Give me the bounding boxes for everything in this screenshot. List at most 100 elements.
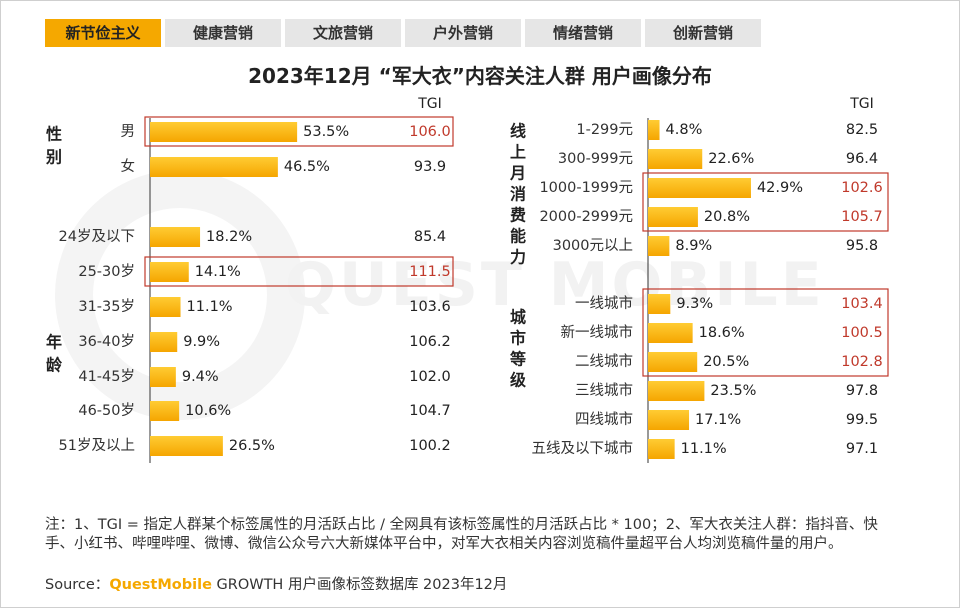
value-label: 26.5% — [229, 438, 275, 454]
tgi-value: 102.6 — [841, 180, 883, 196]
category-label: 25-30岁 — [78, 263, 135, 280]
value-label: 18.2% — [206, 229, 252, 245]
category-label: 1000-1999元 — [539, 180, 633, 196]
bar — [150, 401, 180, 421]
bar — [648, 381, 705, 401]
group-title-char: 年 — [46, 333, 62, 352]
value-label: 9.4% — [182, 369, 219, 385]
value-label: 11.1% — [187, 299, 233, 315]
group-title-char: 市 — [510, 329, 526, 348]
value-label: 17.1% — [695, 412, 741, 428]
tgi-value: 85.4 — [414, 229, 446, 245]
category-label: 3000元以上 — [553, 237, 633, 254]
category-label: 五线及以下城市 — [532, 440, 634, 457]
bar — [648, 178, 751, 198]
highlight-box — [144, 116, 454, 147]
value-label: 22.6% — [708, 151, 754, 167]
category-label: 24岁及以下 — [59, 228, 135, 245]
category-label: 四线城市 — [575, 411, 633, 428]
tgi-header: TGI — [417, 96, 442, 112]
tgi-header: TGI — [849, 96, 874, 112]
group-title-char: 级 — [510, 371, 527, 390]
value-label: 53.5% — [303, 124, 349, 140]
value-label: 14.1% — [195, 264, 241, 280]
group-title-char: 费 — [510, 206, 526, 225]
source-line: Source：QuestMobile GROWTH 用户画像标签数据库 2023… — [45, 573, 507, 594]
value-label: 20.5% — [703, 354, 749, 370]
group-title-char: 别 — [45, 148, 62, 167]
group-title-char: 龄 — [46, 356, 63, 375]
tgi-value: 106.0 — [409, 124, 451, 140]
group-title-char: 消 — [510, 185, 526, 204]
bar — [150, 436, 223, 456]
bar — [648, 352, 698, 372]
bar — [150, 262, 189, 282]
value-label: 10.6% — [185, 403, 231, 419]
tab-innovation-marketing[interactable]: 创新营销 — [645, 19, 761, 47]
group-title-char: 性 — [46, 125, 62, 144]
tgi-value: 95.8 — [846, 238, 878, 254]
tgi-value: 102.8 — [841, 354, 883, 370]
tab-emotion-marketing[interactable]: 情绪营销 — [525, 19, 641, 47]
chart-title: 2023年12月 “军大衣”内容关注人群 用户画像分布 — [248, 64, 712, 88]
category-label: 2000-2999元 — [539, 209, 633, 225]
value-label: 11.1% — [681, 441, 727, 457]
questmobile-brand: QuestMobile — [109, 577, 212, 593]
value-label: 42.9% — [757, 180, 803, 196]
bar — [150, 332, 178, 352]
value-label: 9.9% — [183, 334, 220, 350]
tgi-value: 106.2 — [409, 334, 451, 350]
category-label: 300-999元 — [558, 151, 633, 167]
source-prefix: Source： — [45, 577, 110, 593]
tgi-value: 82.5 — [846, 122, 878, 138]
bar — [648, 236, 670, 256]
group-title-char: 等 — [509, 350, 526, 369]
category-label: 46-50岁 — [78, 402, 135, 419]
footnote: 注：1、TGI = 指定人群某个标签属性的月活跃占比 / 全网具有该标签属性的月… — [45, 517, 878, 552]
bar — [150, 122, 298, 142]
tgi-value: 97.8 — [846, 383, 878, 399]
category-label: 一线城市 — [575, 295, 633, 312]
bar — [648, 294, 671, 314]
bar — [648, 439, 675, 459]
tab-new-frugalism[interactable]: 新节俭主义 — [45, 19, 161, 47]
tgi-value: 103.4 — [841, 296, 883, 312]
category-label: 女 — [121, 157, 136, 175]
tgi-value: 104.7 — [409, 403, 451, 419]
tgi-value: 102.0 — [409, 369, 451, 385]
value-label: 9.3% — [676, 296, 713, 312]
tgi-value: 103.6 — [409, 299, 451, 315]
tgi-value: 100.2 — [409, 438, 451, 454]
tab-bar: 新节俭主义 健康营销 文旅营销 户外营销 情绪营销 创新营销 — [45, 19, 761, 47]
tgi-value: 99.5 — [846, 412, 878, 428]
category-label: 男 — [121, 124, 136, 140]
highlight-box — [642, 172, 889, 232]
bar — [648, 149, 703, 169]
tab-culture-travel-marketing[interactable]: 文旅营销 — [285, 19, 401, 47]
group-title-char: 能 — [510, 227, 526, 246]
bar — [150, 227, 201, 247]
category-label: 新一线城市 — [561, 324, 634, 341]
group-title-char: 上 — [510, 143, 526, 162]
bar — [648, 207, 698, 227]
source-suffix: GROWTH 用户画像标签数据库 2023年12月 — [211, 577, 508, 593]
tab-outdoor-marketing[interactable]: 户外营销 — [405, 19, 521, 47]
bar — [648, 410, 690, 430]
group-title-char: 线 — [510, 122, 526, 141]
value-label: 20.8% — [704, 209, 750, 225]
bar — [150, 297, 181, 317]
tgi-value: 93.9 — [414, 159, 446, 175]
group-title-char: 月 — [509, 164, 526, 183]
tgi-value: 97.1 — [846, 441, 878, 457]
value-label: 4.8% — [666, 122, 703, 138]
bar — [150, 157, 278, 177]
bar — [648, 120, 660, 140]
group-title-char: 力 — [510, 248, 526, 267]
category-label: 51岁及以上 — [59, 437, 135, 454]
tab-health-marketing[interactable]: 健康营销 — [165, 19, 281, 47]
group-title-char: 城 — [510, 308, 526, 327]
bar — [150, 367, 176, 387]
category-label: 31-35岁 — [78, 298, 135, 315]
value-label: 18.6% — [699, 325, 745, 341]
